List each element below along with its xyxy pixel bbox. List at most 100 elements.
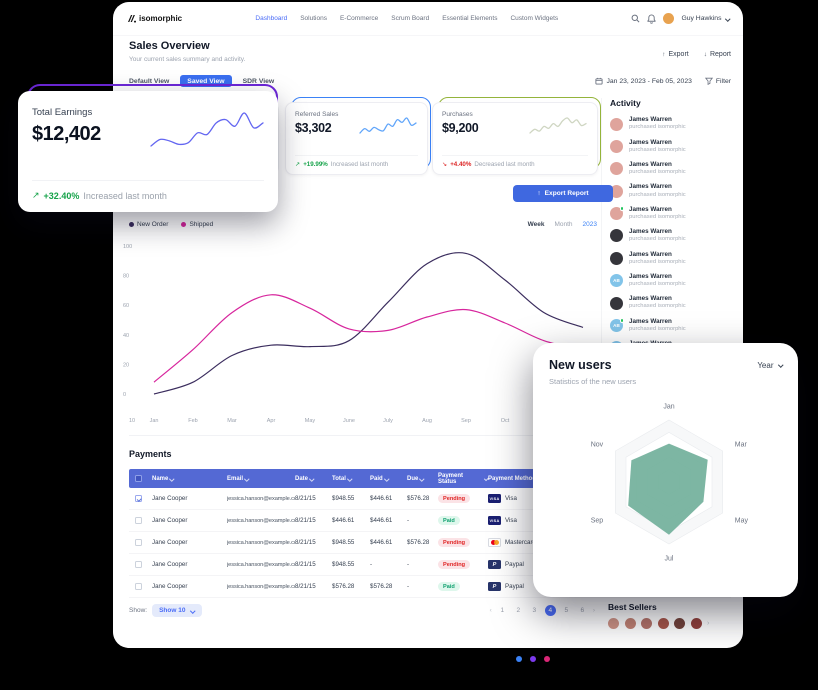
activity-avatar: AB bbox=[610, 318, 624, 333]
cell-method: VISA Visa bbox=[488, 516, 731, 525]
tab-default-view[interactable]: Default View bbox=[129, 77, 170, 85]
nav-item-custom-widgets[interactable]: Custom Widgets bbox=[510, 15, 559, 22]
activity-item[interactable]: James Warren purchased isomorphic bbox=[610, 295, 734, 311]
export-report-button[interactable]: ↑ Export Report bbox=[513, 185, 613, 202]
seller-avatar bbox=[641, 618, 652, 629]
nav-item-e-commerce[interactable]: E-Commerce bbox=[339, 15, 379, 22]
chart-legend: New Order Shipped bbox=[129, 221, 213, 228]
column-header-date[interactable]: Date bbox=[295, 476, 332, 482]
user-avatar[interactable] bbox=[663, 13, 675, 24]
column-header-total[interactable]: Total bbox=[332, 476, 370, 482]
pagination-prev[interactable]: ‹ bbox=[489, 607, 492, 614]
row-checkbox[interactable] bbox=[135, 539, 142, 546]
legend-item-shipped[interactable]: Shipped bbox=[181, 221, 213, 228]
column-header-due[interactable]: Due bbox=[407, 476, 438, 482]
sort-icon bbox=[419, 476, 425, 481]
svg-text:Nov: Nov bbox=[591, 442, 604, 449]
search-icon[interactable] bbox=[631, 14, 640, 23]
tab-sdr-view[interactable]: SDR View bbox=[242, 77, 275, 85]
svg-text:Feb: Feb bbox=[188, 418, 197, 424]
date-range-picker[interactable]: Jan 23, 2023 - Feb 05, 2023 bbox=[595, 77, 692, 85]
pagination-page-1[interactable]: 1 bbox=[500, 607, 505, 614]
cell-email: jessica.hanson@example.com bbox=[227, 561, 295, 568]
status-badge: Pending bbox=[438, 494, 471, 503]
table-footer: Show: Show 10 ‹ 1 2 3 4 5 6 › bbox=[129, 604, 595, 617]
legend-item-new-order[interactable]: New Order bbox=[129, 221, 168, 228]
row-checkbox[interactable] bbox=[135, 561, 142, 568]
activity-item[interactable]: James Warren purchased isomorphic bbox=[610, 161, 734, 177]
best-sellers-more[interactable]: › bbox=[707, 620, 710, 627]
svg-text:40: 40 bbox=[123, 333, 129, 339]
column-header-payment-method[interactable]: Payment Method bbox=[488, 476, 731, 482]
activity-user-name: James Warren bbox=[629, 228, 672, 236]
activity-item[interactable]: James Warren purchased isomorphic bbox=[610, 139, 734, 153]
period-week[interactable]: Week bbox=[527, 221, 545, 228]
stat-card-delta: ↘ +4.40% Decreased last month bbox=[442, 155, 588, 168]
carousel-dot-1[interactable] bbox=[516, 656, 522, 662]
logo[interactable]: isomorphic bbox=[127, 14, 182, 23]
report-button[interactable]: ↓ Report bbox=[703, 51, 731, 58]
cell-total: $446.61 bbox=[332, 517, 355, 524]
pagination-page-5[interactable]: 5 bbox=[564, 607, 569, 614]
row-checkbox[interactable] bbox=[135, 517, 142, 524]
cell-name: Jane Cooper bbox=[152, 583, 188, 590]
column-header-email[interactable]: Email bbox=[227, 476, 295, 482]
period-month[interactable]: Month bbox=[554, 221, 573, 228]
activity-item[interactable]: James Warren purchased isomorphic bbox=[610, 205, 734, 221]
nav-item-solutions[interactable]: Solutions bbox=[300, 15, 327, 22]
seller-avatar bbox=[690, 618, 702, 629]
pagination-page-4[interactable]: 4 bbox=[544, 605, 556, 616]
column-header-name[interactable]: Name bbox=[152, 476, 227, 482]
page-size-select[interactable]: Show 10 bbox=[152, 604, 202, 617]
activity-user-name: James Warren bbox=[629, 205, 672, 213]
column-header-payment-status[interactable]: Payment Status bbox=[438, 473, 489, 485]
pagination-page-6[interactable]: 6 bbox=[580, 607, 585, 614]
nav-item-essential-elements[interactable]: Essential Elements bbox=[442, 15, 498, 22]
pagination-page-3[interactable]: 3 bbox=[532, 607, 537, 614]
activity-item[interactable]: James Warren purchased isomorphic bbox=[610, 116, 734, 131]
new-users-subtitle: Statistics of the new users bbox=[549, 377, 637, 386]
export-button[interactable]: ↑ Export bbox=[662, 51, 689, 58]
nav-item-dashboard[interactable]: Dashboard bbox=[255, 15, 288, 22]
activity-avatar bbox=[610, 251, 623, 265]
activity-action: purchased isomorphic bbox=[629, 146, 686, 153]
activity-item[interactable]: James Warren purchased isomorphic bbox=[610, 183, 734, 198]
select-all-checkbox[interactable] bbox=[135, 475, 142, 482]
svg-text:July: July bbox=[383, 418, 393, 424]
cell-paid: - bbox=[370, 561, 373, 568]
legend-dot bbox=[129, 222, 134, 227]
nav-item-scrum-board[interactable]: Scrum Board bbox=[391, 15, 430, 22]
activity-avatar bbox=[610, 206, 624, 221]
svg-text:60: 60 bbox=[123, 303, 129, 309]
period-2023[interactable]: 2023 bbox=[582, 221, 597, 228]
status-badge: Pending bbox=[438, 538, 471, 547]
row-checkbox[interactable] bbox=[135, 583, 142, 590]
activity-action: purchased isomorphic bbox=[629, 281, 686, 288]
activity-item[interactable]: James Warren purchased isomorphic bbox=[610, 228, 734, 243]
activity-user-name: James Warren bbox=[629, 138, 672, 146]
visa-icon: VISA bbox=[488, 516, 501, 525]
filter-button[interactable]: Filter bbox=[704, 77, 731, 85]
online-dot bbox=[619, 206, 624, 211]
period-select[interactable]: Year bbox=[757, 361, 783, 370]
nav-right: Guy Hawkins bbox=[631, 13, 730, 24]
carousel-dot-2[interactable] bbox=[530, 656, 536, 662]
column-header-paid[interactable]: Paid bbox=[370, 476, 407, 482]
user-menu[interactable]: Guy Hawkins bbox=[681, 15, 730, 22]
pagination-next[interactable]: › bbox=[592, 607, 595, 614]
activity-avatar: AB bbox=[610, 274, 623, 288]
activity-item[interactable]: James Warren purchased isomorphic bbox=[610, 251, 734, 265]
activity-title: Activity bbox=[610, 98, 641, 108]
notifications-bell-icon[interactable] bbox=[647, 13, 657, 24]
row-checkbox[interactable] bbox=[135, 495, 142, 502]
carousel-dot-3[interactable] bbox=[544, 656, 550, 662]
pagination-page-2[interactable]: 2 bbox=[516, 607, 521, 614]
cell-method: P Paypal bbox=[488, 582, 731, 591]
stat-card-value: $9,200 bbox=[442, 121, 479, 135]
